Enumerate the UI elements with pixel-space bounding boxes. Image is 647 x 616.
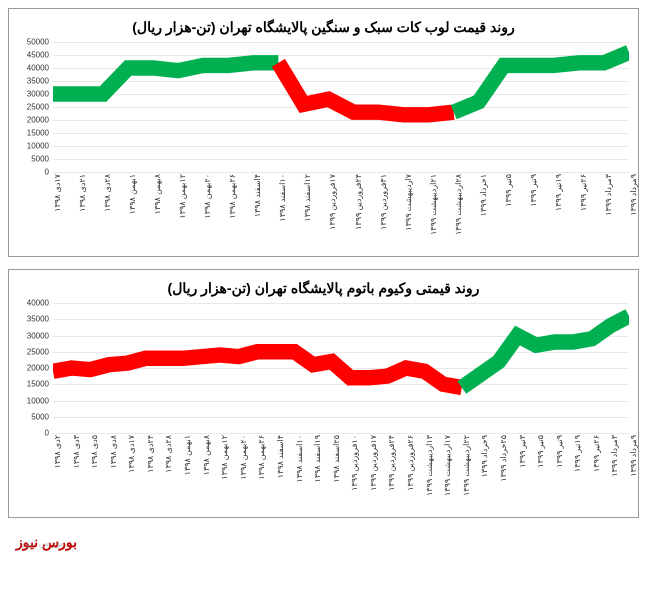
watermark: بورس نیوز [20, 538, 64, 549]
y-tick: 35000 [27, 77, 49, 86]
charts-host: روند قیمت لوب کات سبک و سنگین پالایشگاه … [8, 8, 639, 518]
x-tick: ۲۵خرداد ۱۳۹۹ [499, 435, 508, 482]
y-tick: 0 [45, 429, 49, 438]
x-tick: ۱۲بهمن ۱۳۹۸ [178, 174, 187, 219]
x-tick: ۳تیر ۱۳۹۹ [518, 435, 527, 468]
x-tick: ۱۲اسفند ۱۳۹۸ [303, 174, 312, 222]
x-tick: ۱۹تیر ۱۳۹۹ [554, 174, 563, 211]
y-tick: 20000 [27, 116, 49, 125]
x-tick: ۱۷دی ۱۳۹۸ [127, 435, 136, 473]
x-tick: ۱۰اسفند ۱۳۹۸ [295, 435, 304, 483]
x-tick: ۲۵اسفند ۱۳۹۸ [332, 435, 341, 483]
x-tick: ۳مرداد ۱۳۹۹ [610, 435, 619, 477]
x-tick: ۵تیر ۱۳۹۹ [536, 435, 545, 468]
y-tick: 15000 [27, 129, 49, 138]
x-tick: ۲۱دی ۱۳۹۸ [78, 174, 87, 212]
y-tick: 20000 [27, 364, 49, 373]
y-tick: 0 [45, 168, 49, 177]
x-tick: ۱۰اسفند ۱۳۹۸ [278, 174, 287, 222]
chart-title: روند قیمتی وکیوم باتوم پالایشگاه تهران (… [13, 274, 634, 303]
x-tick: ۴اسفند ۱۳۹۸ [276, 435, 285, 478]
x-tick: ۳مرداد ۱۳۹۹ [604, 174, 613, 216]
x-tick: ۵دی ۱۳۹۸ [90, 435, 99, 469]
x-tick: ۱بهمن ۱۳۹۸ [183, 435, 192, 475]
y-tick: 5000 [31, 155, 49, 164]
x-tick: ۲۴فروردین ۱۳۹۹ [354, 174, 363, 230]
series-line-green-post [454, 52, 629, 112]
page-wrapper: روند قیمت لوب کات سبک و سنگین پالایشگاه … [8, 8, 639, 555]
x-tick: ۲دی ۱۳۹۸ [53, 435, 62, 469]
x-tick: ۱۳اردیبهشت ۱۳۹۹ [425, 435, 434, 496]
x-tick: ۲۴فروردین ۱۳۹۹ [387, 435, 396, 491]
x-tick: ۸بهمن ۱۳۹۸ [153, 174, 162, 214]
x-tick: ۹مرداد ۱۳۹۹ [629, 174, 638, 216]
y-tick: 25000 [27, 103, 49, 112]
y-tick: 40000 [27, 64, 49, 73]
x-tick: ۱بهمن ۱۳۹۸ [128, 174, 137, 214]
chart-plot-area: 0500010000150002000025000300003500040000 [53, 303, 629, 433]
x-tick: ۲۶بهمن ۱۳۹۸ [257, 435, 266, 480]
x-tick: ۲۶تیر ۱۳۹۹ [579, 174, 588, 211]
x-tick: ۱۲بهمن ۱۳۹۸ [220, 435, 229, 480]
chart-title: روند قیمت لوب کات سبک و سنگین پالایشگاه … [13, 13, 634, 42]
x-tick: ۲۰بهمن ۱۳۹۸ [203, 174, 212, 219]
x-tick: ۲۶فروردین ۱۳۹۹ [406, 435, 415, 491]
series-line-red [278, 63, 453, 115]
x-tick: ۹تیر ۱۳۹۹ [555, 435, 564, 468]
x-tick: ۲۰بهمن ۱۳۹۸ [239, 435, 248, 480]
y-tick: 30000 [27, 331, 49, 340]
x-tick: ۷اردیبهشت ۱۳۹۹ [404, 174, 413, 231]
series-line-green-pre [53, 63, 278, 94]
x-tick: ۱۹تیر ۱۳۹۹ [573, 435, 582, 472]
y-tick: 25000 [27, 347, 49, 356]
series-line-red [53, 352, 462, 388]
x-tick: ۲۸دی ۱۳۹۸ [103, 174, 112, 212]
x-tick: ۱۰فروردین ۱۳۹۹ [350, 435, 359, 491]
x-tick: ۳دی ۱۳۹۸ [72, 435, 81, 469]
x-tick: ۱خرداد ۱۳۹۹ [479, 174, 488, 216]
x-tick: ۹خرداد ۱۳۹۹ [480, 435, 489, 477]
x-tick: ۸دی ۱۳۹۸ [109, 435, 118, 469]
x-tick: ۱۷دی ۱۳۹۸ [53, 174, 62, 212]
x-tick: ۵تیر ۱۳۹۹ [504, 174, 513, 207]
y-axis: 0500010000150002000025000300003500040000… [13, 42, 51, 172]
x-tick: ۱۷فروردین ۱۳۹۹ [369, 435, 378, 491]
footer-source: بورس نیوز [8, 530, 639, 555]
x-tick: ۲۶بهمن ۱۳۹۸ [228, 174, 237, 219]
y-tick: 10000 [27, 142, 49, 151]
x-tick: ۲۴دی ۱۳۹۸ [146, 435, 155, 473]
y-tick: 30000 [27, 90, 49, 99]
x-axis: ۲دی ۱۳۹۸ ۳دی ۱۳۹۸ ۵دی ۱۳۹۸ ۸دی ۱۳۹۸ ۱۷دی ۱۳۹… [53, 433, 629, 513]
chart-container-0: روند قیمت لوب کات سبک و سنگین پالایشگاه … [8, 8, 639, 257]
y-tick: 45000 [27, 51, 49, 60]
y-tick: 5000 [31, 412, 49, 421]
x-tick: ۴اسفند ۱۳۹۸ [253, 174, 262, 217]
series-line-green [462, 316, 629, 388]
x-axis: ۱۷دی ۱۳۹۸ ۲۱دی ۱۳۹۸ ۲۸دی ۱۳۹۸ ۱بهمن ۱۳۹۸ ۸به… [53, 172, 629, 252]
x-tick: ۱۹اسفند ۱۳۹۸ [313, 435, 322, 483]
y-tick: 50000 [27, 38, 49, 47]
x-tick: ۲۲اردیبهشت ۱۳۹۹ [462, 435, 471, 496]
plot-svg [53, 303, 629, 433]
x-tick: ۸بهمن ۱۳۹۸ [202, 435, 211, 475]
x-tick: ۲۱اردیبهشت ۱۳۹۹ [429, 174, 438, 235]
y-tick: 40000 [27, 299, 49, 308]
chart-container-1: روند قیمتی وکیوم باتوم پالایشگاه تهران (… [8, 269, 639, 518]
x-tick: ۳۱فروردین ۱۳۹۹ [379, 174, 388, 230]
x-tick: ۱۷فروردین ۱۳۹۹ [328, 174, 337, 230]
chart-plot-area: 0500010000150002000025000300003500040000… [53, 42, 629, 172]
x-tick: ۲۶تیر ۱۳۹۹ [592, 435, 601, 472]
y-tick: 15000 [27, 380, 49, 389]
x-tick: ۲۸دی ۱۳۹۸ [164, 435, 173, 473]
x-tick: ۱۷اردیبهشت ۱۳۹۹ [443, 435, 452, 496]
y-axis: 0500010000150002000025000300003500040000 [13, 303, 51, 433]
x-tick: ۹تیر ۱۳۹۹ [529, 174, 538, 207]
x-tick: ۹مرداد ۱۳۹۹ [629, 435, 638, 477]
y-tick: 10000 [27, 396, 49, 405]
y-tick: 35000 [27, 315, 49, 324]
plot-svg [53, 42, 629, 172]
x-tick: ۲۸اردیبهشت ۱۳۹۹ [454, 174, 463, 235]
